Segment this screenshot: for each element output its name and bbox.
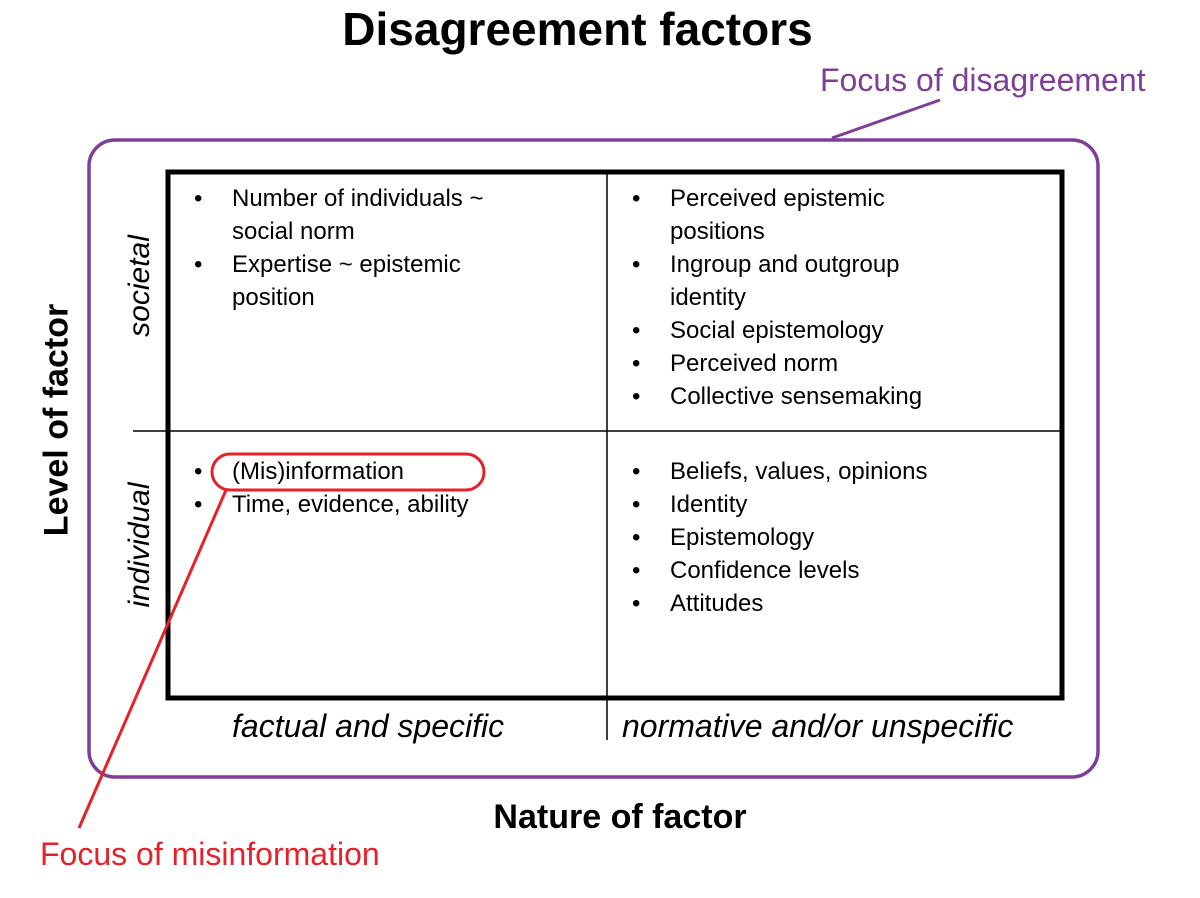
row-label-individual: individual <box>123 482 156 608</box>
row-label-societal: societal <box>123 235 156 337</box>
list-item: Number of individuals ~ social norm <box>194 182 514 248</box>
focus-of-misinformation-label: Focus of misinformation <box>40 836 380 872</box>
list-item: Identity <box>632 488 952 521</box>
list-item: Ingroup and outgroup identity <box>632 248 952 314</box>
disagreement-focus-box <box>87 138 1100 779</box>
list-item: Epistemology <box>632 521 952 554</box>
focus-of-disagreement-label: Focus of disagreement <box>820 62 1146 98</box>
y-axis-label: Level of factor <box>37 303 76 537</box>
column-label-factual: factual and specific <box>232 708 505 744</box>
disagreement-callout-line <box>831 98 941 140</box>
cell-societal-factual: Number of individuals ~ social norm Expe… <box>194 182 514 314</box>
list-item-misinformation: (Mis)information <box>194 455 514 488</box>
quadrant-grid-border <box>165 169 1065 701</box>
list-item: Beliefs, values, opinions <box>632 455 952 488</box>
list-item: Collective sensemaking <box>632 380 952 413</box>
list-item: Perceived epistemic positions <box>632 182 952 248</box>
cell-individual-factual: (Mis)information Time, evidence, ability <box>194 455 514 521</box>
list-item: Time, evidence, ability <box>194 488 514 521</box>
list-item: Attitudes <box>632 587 952 620</box>
cell-individual-normative: Beliefs, values, opinions Identity Epist… <box>632 455 952 620</box>
column-label-normative: normative and/or unspecific <box>622 708 1014 744</box>
cell-societal-normative: Perceived epistemic positions Ingroup an… <box>632 182 952 413</box>
diagram-title: Disagreement factors <box>342 3 813 55</box>
misinformation-callout-line <box>77 489 228 829</box>
list-item: Perceived norm <box>632 347 952 380</box>
x-axis-label: Nature of factor <box>493 798 747 836</box>
list-item: Social epistemology <box>632 314 952 347</box>
list-item: Confidence levels <box>632 554 952 587</box>
list-item: Expertise ~ epistemic position <box>194 248 514 314</box>
